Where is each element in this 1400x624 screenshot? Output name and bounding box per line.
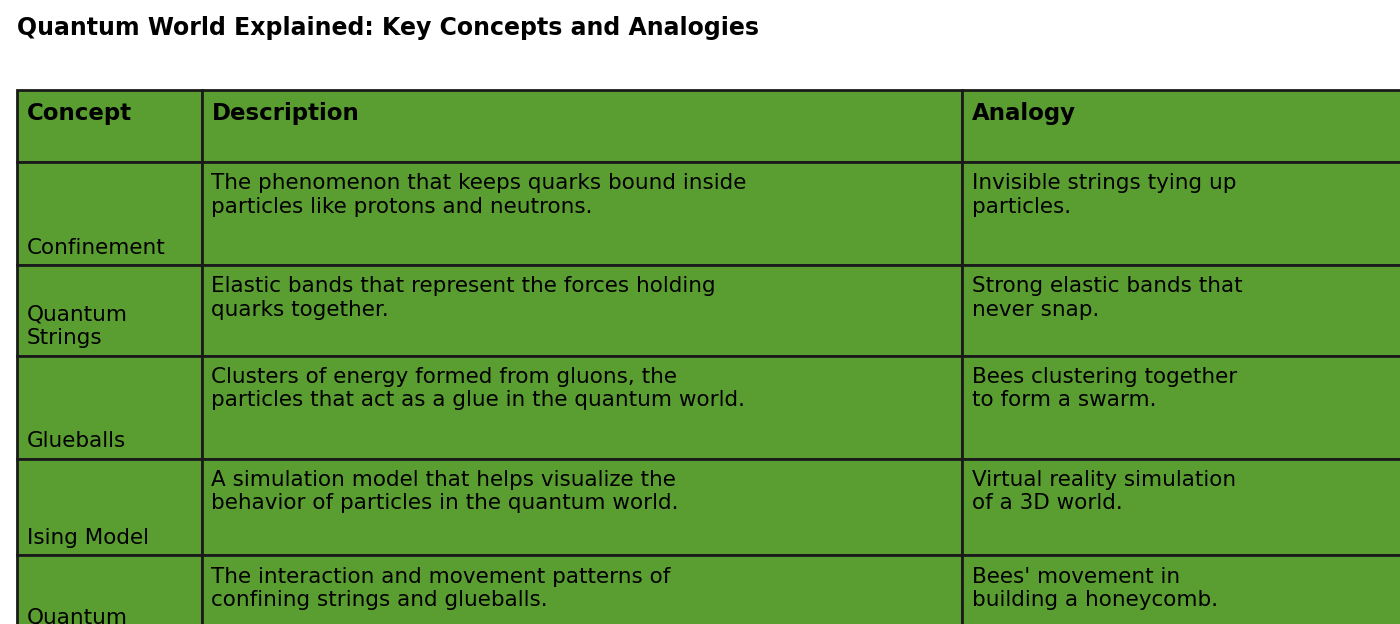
- Text: Quantum
Strings: Quantum Strings: [27, 305, 127, 348]
- FancyBboxPatch shape: [962, 356, 1400, 459]
- Text: The phenomenon that keeps quarks bound inside
particles like protons and neutron: The phenomenon that keeps quarks bound i…: [211, 173, 746, 217]
- Text: Invisible strings tying up
particles.: Invisible strings tying up particles.: [972, 173, 1236, 217]
- FancyBboxPatch shape: [17, 162, 202, 265]
- FancyBboxPatch shape: [17, 265, 202, 356]
- Text: Strong elastic bands that
never snap.: Strong elastic bands that never snap.: [972, 276, 1242, 319]
- FancyBboxPatch shape: [202, 555, 962, 624]
- Text: Bees clustering together
to form a swarm.: Bees clustering together to form a swarm…: [972, 367, 1236, 410]
- Text: Bees' movement in
building a honeycomb.: Bees' movement in building a honeycomb.: [972, 567, 1218, 610]
- Text: Analogy: Analogy: [972, 102, 1075, 125]
- FancyBboxPatch shape: [962, 555, 1400, 624]
- FancyBboxPatch shape: [17, 90, 202, 162]
- FancyBboxPatch shape: [202, 356, 962, 459]
- Text: Quantum World Explained: Key Concepts and Analogies: Quantum World Explained: Key Concepts an…: [17, 16, 759, 39]
- FancyBboxPatch shape: [962, 90, 1400, 162]
- FancyBboxPatch shape: [202, 162, 962, 265]
- Text: Confinement: Confinement: [27, 238, 165, 258]
- Text: Elastic bands that represent the forces holding
quarks together.: Elastic bands that represent the forces …: [211, 276, 715, 319]
- Text: Ising Model: Ising Model: [27, 528, 148, 548]
- Text: Description: Description: [211, 102, 360, 125]
- Text: Virtual reality simulation
of a 3D world.: Virtual reality simulation of a 3D world…: [972, 470, 1236, 513]
- Text: A simulation model that helps visualize the
behavior of particles in the quantum: A simulation model that helps visualize …: [211, 470, 679, 513]
- FancyBboxPatch shape: [17, 555, 202, 624]
- Text: The interaction and movement patterns of
confining strings and glueballs.: The interaction and movement patterns of…: [211, 567, 671, 610]
- FancyBboxPatch shape: [962, 459, 1400, 555]
- Text: Glueballs: Glueballs: [27, 431, 126, 451]
- FancyBboxPatch shape: [17, 459, 202, 555]
- FancyBboxPatch shape: [17, 356, 202, 459]
- Text: Clusters of energy formed from gluons, the
particles that act as a glue in the q: Clusters of energy formed from gluons, t…: [211, 367, 745, 410]
- Text: Quantum
Dance: Quantum Dance: [27, 608, 127, 624]
- FancyBboxPatch shape: [202, 90, 962, 162]
- FancyBboxPatch shape: [962, 265, 1400, 356]
- FancyBboxPatch shape: [962, 162, 1400, 265]
- FancyBboxPatch shape: [202, 265, 962, 356]
- Text: Concept: Concept: [27, 102, 132, 125]
- FancyBboxPatch shape: [202, 459, 962, 555]
